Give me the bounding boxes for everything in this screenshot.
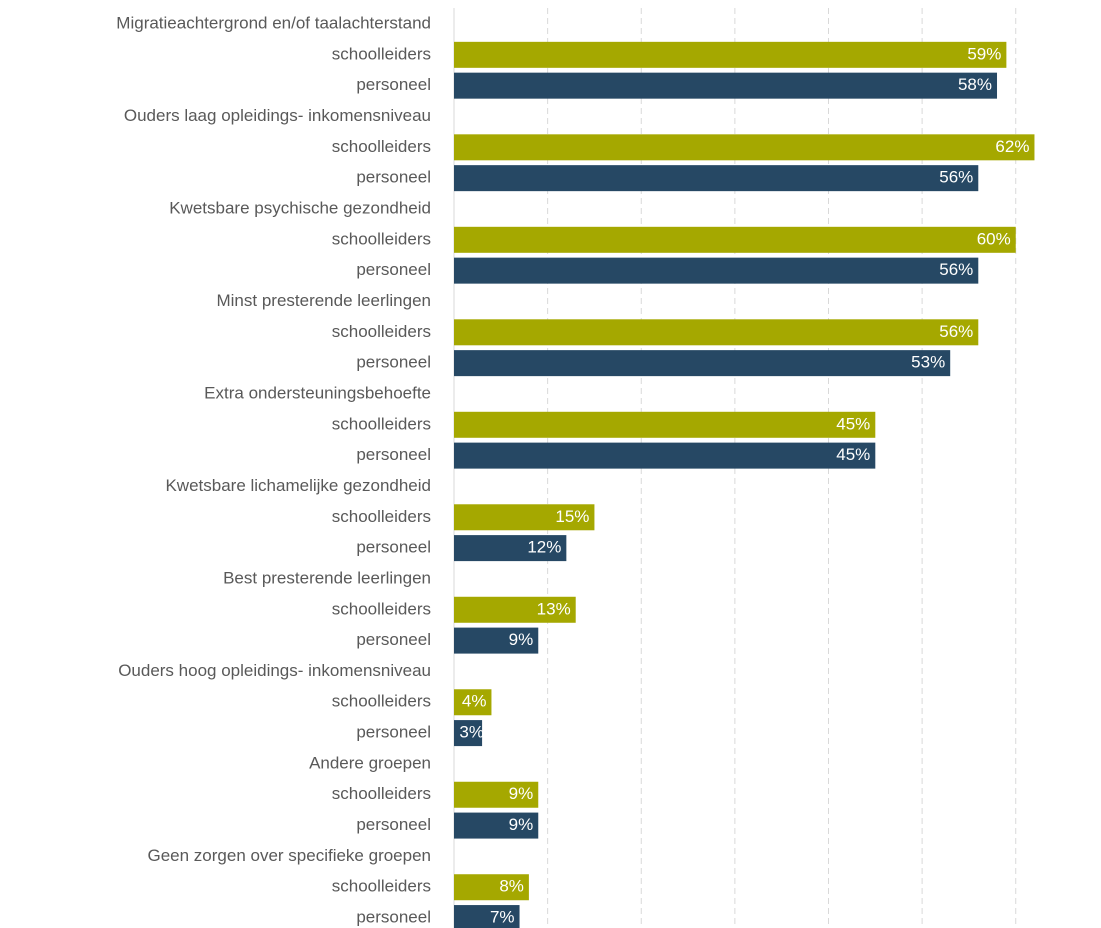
category-label: Ouders hoog opleidings- inkomensniveau [118,661,431,680]
bar [454,72,998,99]
bar [454,627,539,654]
bar [454,781,539,808]
series-label: schoolleiders [332,784,431,803]
series-label: schoolleiders [332,877,431,896]
bar [454,350,951,377]
bar [454,535,567,562]
value-label: 45% [836,414,870,433]
category-label: Minst presterende leerlingen [216,291,431,310]
value-label: 9% [509,630,534,649]
value-label: 8% [499,877,524,896]
series-label: personeel [356,908,431,927]
value-label: 56% [939,168,973,187]
value-label: 59% [967,44,1001,63]
series-label: personeel [356,630,431,649]
value-label: 4% [462,692,487,711]
series-label: personeel [356,353,431,372]
series-label: personeel [356,75,431,94]
bar [454,257,979,284]
category-label: Best presterende leerlingen [223,568,431,587]
series-label: schoolleiders [332,599,431,618]
value-label: 15% [555,507,589,526]
value-label: 56% [939,322,973,341]
bar [454,442,876,469]
series-label: schoolleiders [332,44,431,63]
value-label: 45% [836,445,870,464]
series-label: personeel [356,445,431,464]
bar [454,874,529,901]
category-label: Ouders laag opleidings- inkomensniveau [124,106,431,125]
series-label: personeel [356,260,431,279]
series-label: schoolleiders [332,137,431,156]
bar [454,812,539,839]
series-label: personeel [356,815,431,834]
series-label: schoolleiders [332,692,431,711]
series-label: schoolleiders [332,322,431,341]
bar [454,411,876,438]
bar [454,165,979,192]
value-label: 12% [527,538,561,557]
value-label: 58% [958,75,992,94]
value-label: 9% [509,784,534,803]
series-label: schoolleiders [332,414,431,433]
bar [454,41,1007,68]
bar [454,504,595,531]
value-label: 3% [459,723,484,742]
category-label: Migratieachtergrond en/of taalachterstan… [116,13,431,32]
series-label: personeel [356,168,431,187]
series-label: personeel [356,538,431,557]
value-label: 7% [490,908,515,927]
category-label: Extra ondersteuningsbehoefte [204,383,431,402]
category-label: Geen zorgen over specifieke groepen [147,846,431,865]
category-label: Kwetsbare lichamelijke gezondheid [165,476,431,495]
bar [454,134,1035,161]
category-label: Andere groepen [309,753,431,772]
bar [454,689,492,716]
bar [454,226,1016,253]
bar [454,720,483,747]
bar [454,596,576,623]
value-label: 53% [911,353,945,372]
bar [454,319,979,346]
value-label: 56% [939,260,973,279]
category-label: Kwetsbare psychische gezondheid [169,198,431,217]
bar [454,905,520,928]
series-label: schoolleiders [332,507,431,526]
value-label: 9% [509,815,534,834]
value-label: 13% [537,599,571,618]
series-label: personeel [356,723,431,742]
series-label: schoolleiders [332,229,431,248]
value-label: 62% [995,137,1029,156]
value-label: 60% [977,229,1011,248]
